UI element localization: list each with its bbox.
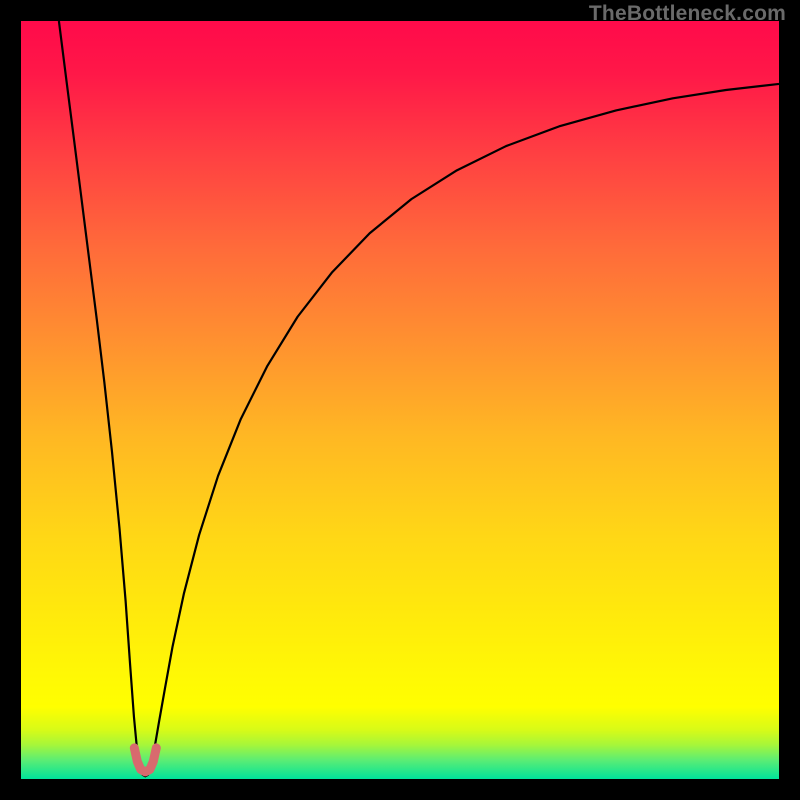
- chart-frame: TheBottleneck.com: [0, 0, 800, 800]
- plot-svg: [21, 21, 779, 779]
- gradient-background: [21, 21, 779, 779]
- watermark-text: TheBottleneck.com: [589, 2, 786, 26]
- plot-area: [21, 21, 779, 779]
